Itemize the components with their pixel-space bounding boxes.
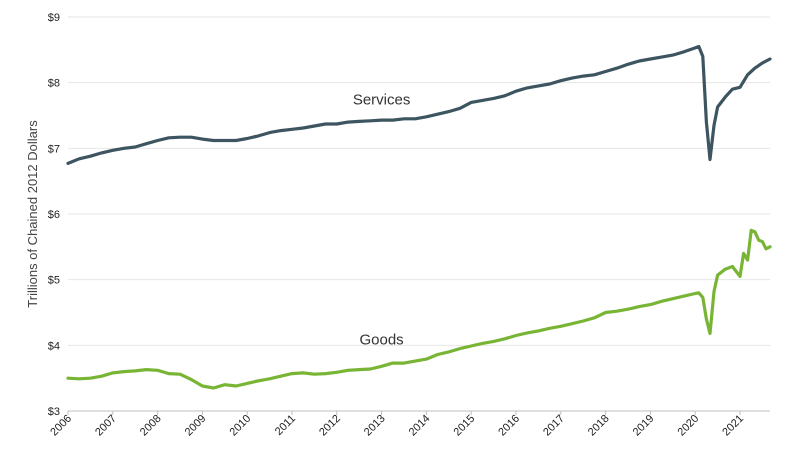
y-tick-label: $4 [48,340,60,352]
x-tick-label: 2012 [317,413,343,439]
y-tick-label: $3 [48,406,60,418]
series-label-goods: Goods [359,332,403,349]
x-tick-label: 2020 [676,413,702,439]
y-axis-title: Trillions of Chained 2012 Dollars [25,120,40,308]
y-tick-label: $9 [48,12,60,24]
x-tick-label: 2010 [228,413,254,439]
x-tick-label: 2018 [586,413,612,439]
x-tick-label: 2017 [541,413,567,439]
x-tick-label: 2016 [496,413,522,439]
x-tick-label: 2014 [407,413,433,439]
y-tick-label: $8 [48,78,60,90]
series-line-goods [66,228,772,390]
x-tick-label: 2015 [452,413,478,439]
x-tick-label: 2009 [183,413,209,439]
x-tick-label: 2021 [720,413,746,439]
series-lines [66,44,772,390]
x-tick-label: 2019 [631,413,657,439]
x-tick-label: 2007 [93,413,119,439]
series-line-services [66,44,772,165]
x-tick-label: 2008 [138,413,164,439]
y-tick-label: $7 [48,143,60,155]
y-tick-label: $5 [48,275,60,287]
y-tick-label: $6 [48,209,60,221]
gridlines [68,16,770,412]
series-labels: Services Goods [353,91,411,348]
x-tick-label: 2013 [362,413,388,439]
series-label-services: Services [353,91,411,108]
x-tick-label: 2011 [273,413,298,438]
